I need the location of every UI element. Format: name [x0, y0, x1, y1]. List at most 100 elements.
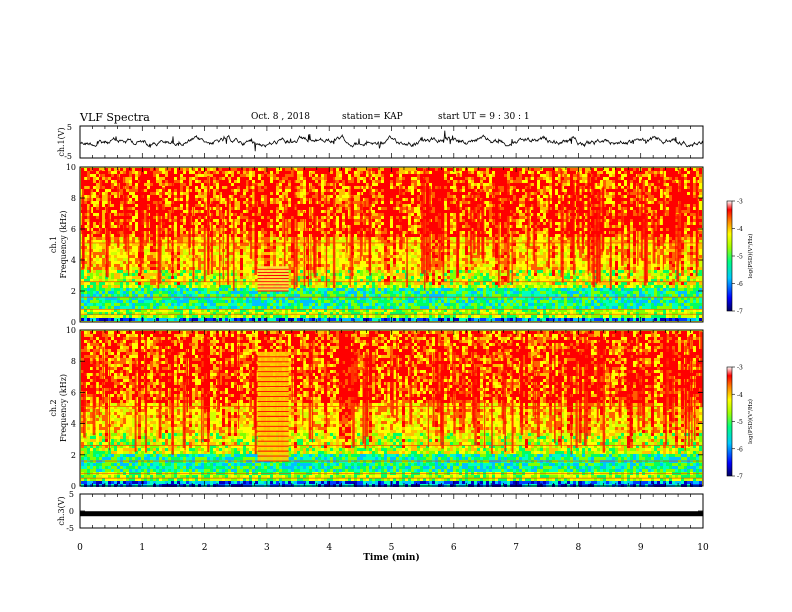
- spectrogram-streak: [685, 342, 687, 440]
- spectrogram-streak: [492, 177, 495, 257]
- spectrogram-streak: [592, 173, 596, 288]
- spectrogram-streak: [425, 204, 428, 283]
- spectrogram-streak: [237, 344, 240, 429]
- spectrogram-streak: [586, 344, 589, 437]
- spectrogram-streak: [532, 199, 536, 261]
- start-time-label: start UT = 9 : 30 : 1: [438, 112, 530, 122]
- spectrogram-streak: [502, 340, 505, 435]
- x-tick-label: 2: [202, 543, 208, 553]
- spectrogram-streak: [601, 187, 604, 252]
- spectrogram-streak: [325, 363, 328, 424]
- spectrogram-streak: [218, 343, 220, 412]
- spectrogram-streak: [339, 334, 342, 409]
- spectrogram-streak: [440, 190, 443, 251]
- spectrogram-streak: [254, 184, 257, 275]
- spectrogram-streak: [286, 201, 289, 242]
- g-spec1-tick-label: 8: [71, 194, 76, 203]
- g-spec2-ylabel: Frequency (kHz): [59, 374, 68, 442]
- ch1-waveform-ylabel: ch.1(V): [57, 127, 66, 156]
- spectrogram-streak: [684, 368, 686, 451]
- spectrogram-streak: [651, 338, 653, 404]
- g-spec2-tick-label: 10: [66, 326, 76, 335]
- spectrogram-streak: [303, 210, 306, 287]
- time-axis: 0 1 2 3 4 5 6 7 8 9 10 Time (min): [77, 543, 709, 563]
- spectrogram-streak: [587, 173, 591, 259]
- spectrogram-streak: [171, 175, 174, 278]
- spectrogram-streak: [477, 192, 480, 256]
- spectrogram-streak: [311, 333, 314, 443]
- spectrogram-streak: [482, 189, 485, 264]
- spectrogram-streak: [595, 207, 597, 284]
- spectrogram-streak: [107, 192, 111, 246]
- spectrogram-streak: [350, 354, 353, 420]
- spectrogram-streak: [432, 352, 435, 427]
- spectrogram-streak: [652, 210, 656, 264]
- ch3-waveform-line: [80, 511, 703, 517]
- spectrogram-streak: [141, 175, 144, 264]
- x-tick-label: 4: [326, 543, 332, 553]
- spectrogram-streak: [652, 347, 654, 433]
- spectrogram-streak: [365, 352, 369, 437]
- colorbar-tick-label: -3: [737, 365, 743, 372]
- spectrogram-streak: [217, 372, 221, 410]
- spectrogram-streak: [565, 194, 569, 238]
- spectrogram-streak: [226, 188, 229, 258]
- ch1-waveform-tick-label: -5: [64, 152, 72, 161]
- spectrogram-streak: [158, 204, 162, 284]
- spectrogram-streak: [621, 188, 624, 266]
- spectrogram-streak: [520, 344, 524, 423]
- spectrogram-streak: [171, 346, 174, 455]
- spectrogram-streak: [656, 175, 659, 243]
- ch1-waveform-panel: 5 -5ch.1(V): [57, 123, 704, 161]
- spectrogram-streak: [442, 205, 445, 283]
- spectrogram-streak: [582, 191, 585, 254]
- spectrogram-streak: [642, 370, 646, 428]
- g-spec2-tick-label: 4: [71, 420, 76, 429]
- spectrogram-streak: [472, 188, 476, 254]
- spectrogram-streak: [293, 169, 296, 290]
- g-spec1-channel-label: ch.1: [49, 236, 58, 253]
- colorbar-tick-label: -3: [737, 199, 743, 206]
- spectrogram-streak: [532, 355, 535, 417]
- spectrogram-streak: [192, 192, 195, 283]
- spectrogram-streak: [158, 334, 162, 439]
- spectrogram-streak: [83, 365, 86, 438]
- spectrogram-streak: [291, 358, 293, 402]
- chart-title: VLF Spectra: [80, 111, 150, 124]
- spectrogram-streak: [501, 371, 504, 420]
- spectrogram-streak: [447, 346, 449, 411]
- spectrogram-streak: [385, 370, 388, 402]
- g-spec1-tick-label: 2: [71, 287, 76, 296]
- spectrogram-streak: [560, 168, 563, 278]
- spectrogram-streak: [356, 352, 358, 406]
- spectrogram-streak: [547, 194, 550, 269]
- spectrogram-streak: [484, 374, 486, 449]
- spectrogram-streak: [428, 186, 432, 273]
- spectrogram-streak: [440, 371, 443, 432]
- colorbar-tick-label: -5: [737, 254, 743, 261]
- x-axis-label: Time (min): [363, 552, 420, 563]
- date-label: Oct. 8 , 2018: [251, 112, 310, 122]
- spectrogram-streak: [364, 195, 366, 253]
- g-spec1-tick-label: 10: [66, 163, 76, 172]
- g-spec2-tick-label: 6: [71, 388, 76, 397]
- spectrogram-streak: [296, 197, 298, 288]
- station-label: station= KAP: [342, 112, 403, 122]
- spectrogram-streak: [201, 359, 203, 444]
- spectrogram-streak: [162, 187, 165, 240]
- colorbar-tick-label: -7: [737, 474, 743, 481]
- spectrogram-streak: [644, 213, 648, 283]
- spectrogram-streak: [464, 360, 466, 419]
- g-spec2-tick-label: 0: [71, 482, 76, 491]
- spectrogram-streak: [368, 168, 371, 272]
- spectrogram-streak: [351, 195, 353, 280]
- spectrogram-streak: [456, 201, 459, 278]
- colorbar-label: log(PSD)(V²/Hz): [747, 234, 754, 279]
- spectrogram-streak: [427, 368, 429, 448]
- spectrogram-streak: [637, 169, 639, 266]
- g-spec1-tick-label: 0: [71, 318, 76, 327]
- spectrogram-streak: [595, 195, 597, 244]
- ch1-colorbar: -3 -4 -5 -6 -7 log(PSD)(V²/Hz): [726, 199, 754, 316]
- spectrogram-streak: [688, 335, 691, 422]
- spectrogram-streak: [92, 357, 96, 436]
